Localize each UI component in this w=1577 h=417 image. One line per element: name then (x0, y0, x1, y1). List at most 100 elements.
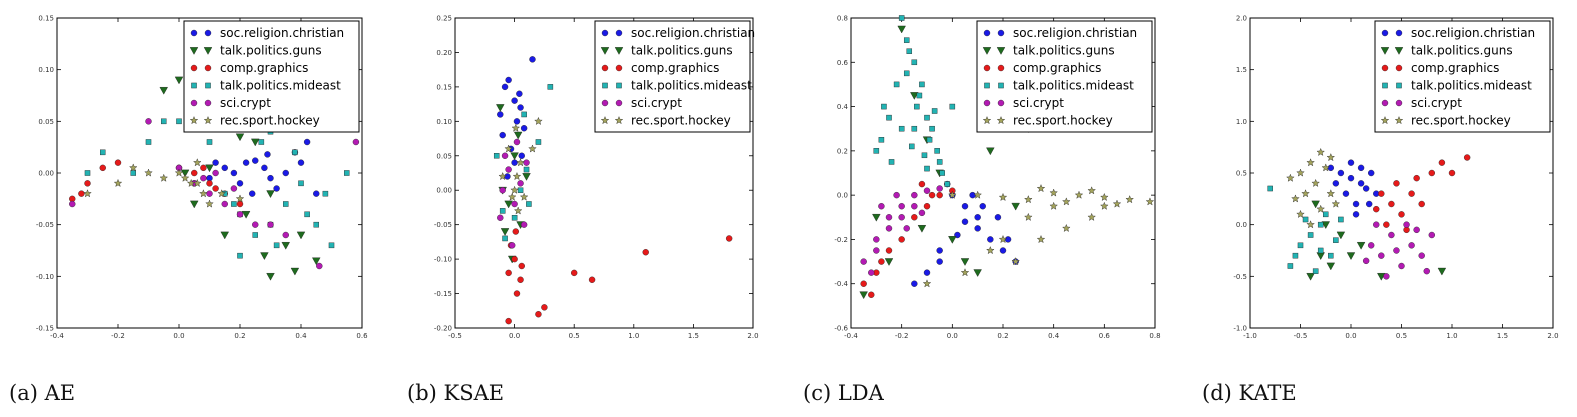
y-tick-label: -0.20 (434, 325, 452, 333)
legend-marker (984, 82, 990, 89)
legend-marker (600, 47, 610, 55)
data-point (1321, 163, 1330, 172)
data-point (1145, 197, 1155, 206)
legend: soc.religion.christian talk.politics.guns… (976, 20, 1153, 133)
data-point (911, 191, 918, 199)
data-point (114, 159, 122, 166)
data-point (1326, 262, 1336, 271)
legend-label: talk.politics.guns (220, 44, 322, 58)
data-point (516, 158, 525, 167)
y-tick-label: 0.10 (436, 118, 452, 126)
data-point (282, 231, 289, 239)
data-point (911, 280, 918, 287)
data-point (1327, 164, 1335, 172)
data-point (283, 201, 289, 207)
legend-marker (996, 47, 1006, 55)
data-point (507, 192, 517, 201)
y-tick-label: 2.0 (1236, 15, 1247, 23)
data-point (501, 152, 509, 159)
data-point (267, 174, 274, 182)
legend-label: talk.politics.mideast (1411, 79, 1532, 93)
x-tick-label: -0.4 (50, 332, 64, 340)
legend-marker (204, 29, 212, 37)
data-point (516, 90, 523, 97)
data-point (588, 276, 596, 283)
data-point (502, 235, 508, 242)
panel-caption: (c) LDA (803, 381, 885, 405)
data-point (235, 194, 245, 203)
legend-marker (982, 47, 992, 55)
data-point (939, 170, 945, 176)
panel-caption: (a) AE (9, 381, 75, 405)
legend-marker (997, 99, 1005, 107)
data-point (1362, 185, 1370, 192)
legend-marker (205, 82, 211, 89)
data-point (1373, 221, 1380, 228)
data-point (934, 148, 940, 154)
legend-marker (615, 99, 623, 107)
data-point (1356, 242, 1366, 250)
data-point (522, 173, 531, 181)
legend-label: comp.graphics (1013, 61, 1101, 75)
legend-label: sci.crypt (220, 96, 271, 110)
data-point (261, 164, 268, 172)
data-point (220, 231, 229, 240)
legend-marker (600, 116, 610, 125)
legend-marker (204, 64, 212, 72)
data-point (1074, 190, 1084, 199)
data-point (1297, 242, 1304, 249)
data-point (504, 200, 513, 209)
data-point (914, 103, 920, 110)
y-tick-label: 0.4 (837, 103, 849, 111)
data-point (1011, 257, 1020, 266)
data-point (936, 191, 943, 199)
data-point (497, 111, 504, 118)
data-point (517, 180, 524, 187)
data-point (493, 153, 500, 159)
data-point (297, 159, 305, 166)
data-point (252, 157, 259, 164)
data-point (928, 191, 936, 199)
data-point (923, 269, 931, 276)
data-point (1346, 252, 1356, 260)
legend-marker (997, 29, 1005, 37)
data-point (898, 15, 905, 21)
data-point (258, 139, 265, 145)
data-point (868, 291, 875, 298)
data-point (1100, 192, 1109, 201)
y-tick-label: -0.6 (834, 325, 848, 333)
data-point (496, 104, 505, 112)
data-point (973, 269, 982, 277)
x-tick-label: 1.5 (688, 332, 699, 340)
data-point (521, 111, 527, 118)
data-point (910, 92, 919, 100)
data-point (1024, 212, 1033, 221)
data-point (886, 114, 892, 121)
data-point (1301, 189, 1310, 198)
data-point (518, 262, 525, 270)
y-tick-label: -0.05 (434, 221, 452, 229)
data-point (936, 247, 943, 254)
data-point (1326, 153, 1336, 162)
data-point (926, 137, 933, 143)
data-point (911, 59, 918, 66)
data-point (159, 87, 168, 95)
data-point (518, 152, 525, 159)
legend-marker (1394, 47, 1404, 55)
data-point (273, 185, 280, 192)
data-point (1357, 164, 1365, 172)
data-points (1267, 147, 1471, 281)
data-point (1004, 236, 1012, 243)
chart-panel-4: -1.0 -0.5 0.0 0.5 1.0 1.5 2.0 -1.0 -0.5 0.0 0.5 1.0… (1202, 15, 1559, 406)
data-point (512, 171, 522, 181)
y-tick-label: 0.15 (436, 83, 452, 91)
data-point (903, 37, 910, 43)
legend-marker (1380, 47, 1390, 55)
legend-marker (983, 64, 991, 72)
legend-marker (1381, 64, 1389, 72)
x-tick-label: -0.5 (1294, 332, 1308, 340)
legend-marker (982, 116, 992, 125)
y-tick-label: 0.15 (38, 15, 54, 23)
data-point (994, 214, 1002, 221)
legend-label: rec.sport.hockey (631, 114, 731, 128)
